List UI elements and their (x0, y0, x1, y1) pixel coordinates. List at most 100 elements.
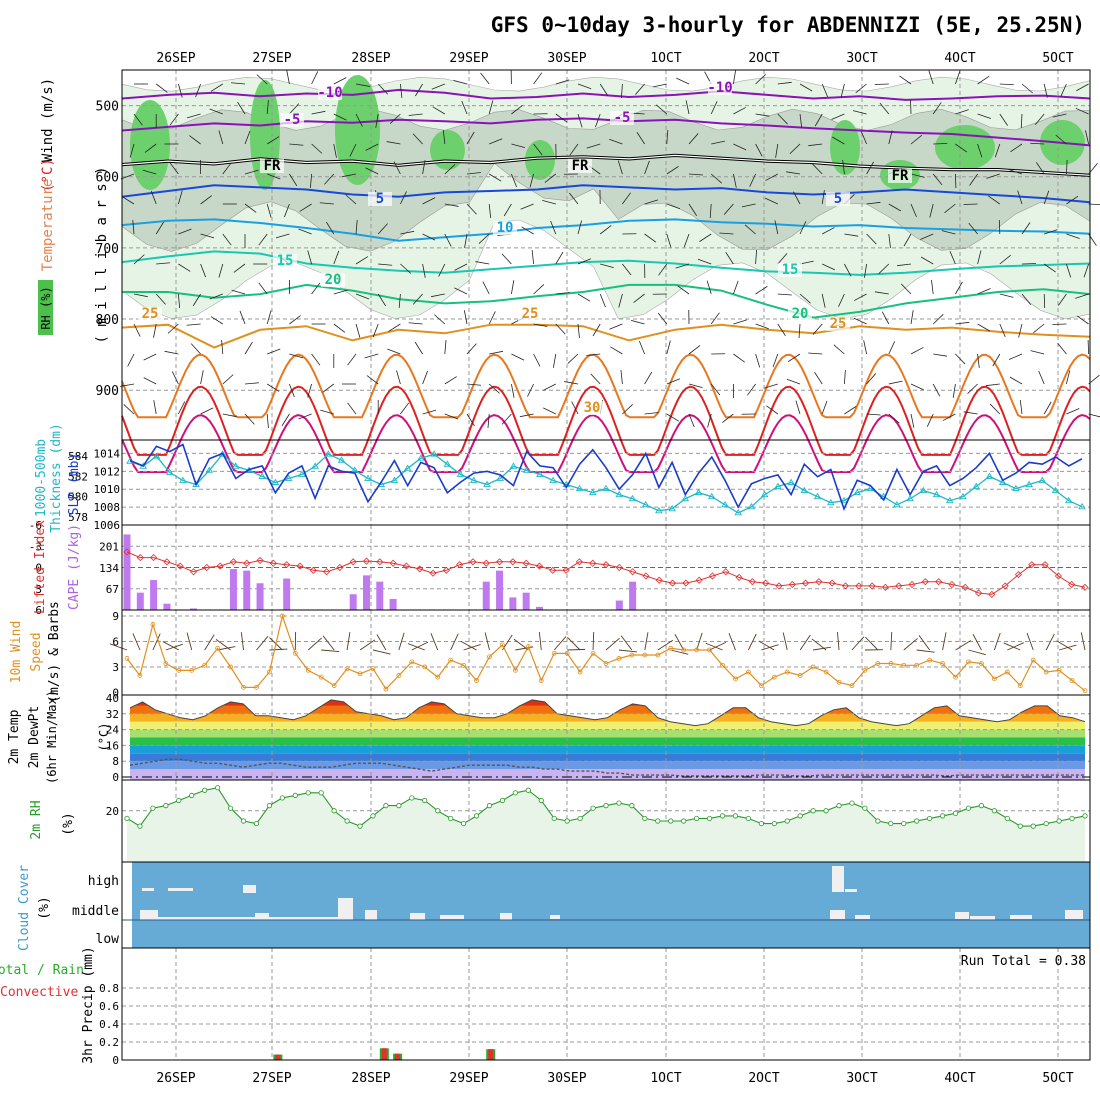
barb (1075, 293, 1089, 299)
iso-label-bg-17 (580, 401, 604, 415)
ylabel-precip-1: Total / Rain (0, 963, 84, 978)
barb (1008, 169, 1023, 175)
barb (533, 353, 541, 367)
barb (808, 352, 823, 355)
barb10m (186, 632, 193, 651)
barb (777, 323, 786, 336)
barb (1020, 113, 1023, 129)
thickness-point (707, 492, 716, 500)
wind10m-point (1056, 667, 1062, 673)
barb (233, 263, 246, 273)
barb (577, 220, 583, 235)
rh2m-point (215, 785, 221, 791)
iso-label-bg-14 (138, 307, 162, 321)
ylabel-temp-1: 2m Temp (7, 709, 22, 764)
barb (622, 263, 632, 276)
cape-bar-19 (376, 581, 384, 610)
barb10m (782, 632, 788, 651)
iso-label-1: -10 (707, 80, 732, 96)
rh2m-point (344, 818, 350, 824)
barb (307, 250, 312, 265)
barb (186, 323, 201, 326)
barb (377, 223, 388, 235)
barb (799, 260, 814, 265)
thickness-point (800, 486, 809, 494)
barb (244, 130, 251, 145)
barb (375, 113, 379, 128)
barb (1052, 113, 1067, 118)
wind10m-point (137, 673, 143, 678)
barb (189, 135, 201, 145)
top-date-3: 29SEP (449, 51, 488, 66)
barb (577, 258, 592, 265)
thickness-point (298, 470, 306, 477)
rh2m-point (435, 808, 441, 814)
barb10m (109, 643, 128, 651)
barb (955, 143, 968, 153)
barb (666, 130, 669, 145)
barb (658, 263, 668, 276)
barb (342, 173, 357, 178)
barb (533, 143, 543, 156)
barb (544, 173, 557, 183)
barb (378, 263, 393, 266)
barb (710, 383, 721, 396)
rh2m-point (370, 813, 376, 819)
barb (311, 143, 323, 154)
precip-conv-bar-0 (275, 1054, 281, 1060)
barb (653, 83, 667, 88)
thickness-point (840, 496, 848, 504)
wind10m-point (357, 671, 363, 677)
li-point (961, 583, 969, 591)
barb (169, 113, 179, 126)
thickness-point (602, 484, 610, 492)
rh2m-point (1069, 815, 1075, 822)
barb (1038, 370, 1045, 385)
barb (284, 203, 290, 218)
barb (617, 160, 623, 175)
thickness-point (747, 502, 756, 510)
barb (567, 353, 579, 364)
wind10m-point (500, 642, 505, 648)
barb (187, 113, 201, 119)
ylabel-wind10-3: (m/s) & Barbs (47, 601, 62, 703)
rh2m-point (448, 815, 454, 822)
barb (874, 291, 889, 295)
barb10m (398, 632, 405, 651)
barb10m (890, 632, 893, 651)
iso-label-bg-1 (708, 81, 732, 95)
barb (289, 383, 295, 398)
barb (552, 353, 557, 368)
barb (511, 143, 526, 149)
iso-label-10: 15 (277, 253, 294, 269)
li-point (1041, 561, 1049, 569)
barb (812, 163, 823, 175)
barb (531, 250, 534, 265)
barb (798, 323, 801, 338)
barb10m (1045, 633, 1055, 651)
rh2m-point (1030, 823, 1036, 829)
barb (239, 310, 246, 325)
top-date-9: 5OCT (1042, 51, 1073, 66)
thickness-point (271, 478, 280, 485)
rh2m-point (279, 795, 285, 801)
barb (132, 220, 135, 235)
thickness-point (1078, 502, 1086, 510)
wind10m-point (409, 659, 415, 665)
wind10m-point (681, 647, 687, 653)
ylabel-mb: ( m i l l i b a r s ) (94, 166, 110, 343)
bottom-date-1: 27SEP (252, 1071, 291, 1086)
thickness-point (403, 464, 412, 471)
barb10m (240, 632, 244, 651)
li-ytick-0: -6 (29, 519, 42, 532)
barb (955, 70, 961, 85)
barb (237, 101, 246, 115)
thickness-point (998, 478, 1007, 485)
rh2m-point (719, 813, 726, 819)
barb (725, 252, 734, 265)
precip-conv-bar-3 (488, 1049, 494, 1060)
top-date-labels: 26SEP 27SEP 28SEP 29SEP 30SEP 1OCT 2OCT 3OCT 4OC… (156, 51, 1073, 66)
temp-band-6 (130, 721, 1085, 730)
li-ytick-1: -3 (29, 540, 42, 553)
barb (644, 371, 653, 385)
